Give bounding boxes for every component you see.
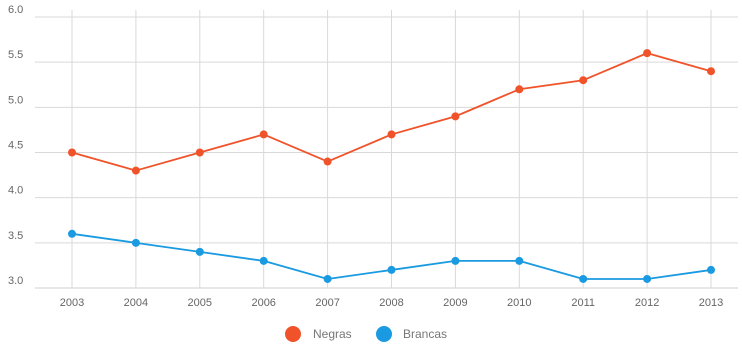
x-tick-label: 2004 — [124, 297, 148, 309]
grid-lines — [35, 10, 738, 289]
y-tick-label: 3.0 — [8, 275, 23, 287]
legend-label: Brancas — [403, 327, 447, 341]
y-tick-label: 6.0 — [8, 4, 23, 16]
data-point[interactable] — [451, 256, 460, 265]
legend-swatch — [376, 326, 392, 342]
x-tick-label: 2005 — [188, 297, 212, 309]
data-point[interactable] — [579, 76, 588, 85]
y-tick-label: 4.5 — [8, 140, 23, 152]
legend-item-negras[interactable]: Negras — [285, 326, 352, 342]
data-point[interactable] — [515, 85, 524, 94]
x-tick-label: 2013 — [699, 297, 723, 309]
data-point[interactable] — [323, 157, 332, 166]
data-point[interactable] — [707, 67, 715, 76]
data-point[interactable] — [131, 166, 140, 175]
data-point[interactable] — [451, 112, 460, 121]
x-axis-tick-labels: 2003 2004 2005 2006 2007 2008 2009 2010 2011 2012… — [60, 297, 723, 309]
data-point[interactable] — [195, 247, 204, 256]
legend: Negras Brancas — [285, 326, 447, 342]
legend-label: Negras — [313, 327, 352, 341]
data-point[interactable] — [259, 130, 268, 139]
data-point[interactable] — [643, 49, 652, 58]
y-tick-label: 5.0 — [8, 94, 23, 106]
data-point[interactable] — [515, 256, 524, 265]
x-tick-label: 2010 — [507, 297, 531, 309]
series-lines — [68, 49, 715, 283]
series-negras — [68, 49, 715, 175]
y-tick-label: 4.0 — [8, 185, 23, 197]
data-point[interactable] — [68, 148, 76, 157]
data-point[interactable] — [579, 274, 588, 283]
x-tick-label: 2009 — [443, 297, 467, 309]
series-brancas — [68, 229, 715, 283]
legend-item-brancas[interactable]: Brancas — [376, 326, 447, 342]
x-tick-label: 2011 — [571, 297, 595, 309]
x-tick-label: 2006 — [251, 297, 275, 309]
y-tick-label: 3.5 — [8, 230, 23, 242]
y-tick-label: 5.5 — [8, 49, 23, 61]
x-tick-label: 2008 — [379, 297, 403, 309]
y-axis-tick-labels: 3.0 3.5 4.0 4.5 5.0 5.5 6.0 — [8, 4, 23, 287]
data-point[interactable] — [387, 130, 396, 139]
data-point[interactable] — [323, 274, 332, 283]
x-tick-label: 2007 — [315, 297, 339, 309]
data-point[interactable] — [387, 265, 396, 274]
x-tick-label: 2012 — [635, 297, 659, 309]
data-point[interactable] — [195, 148, 204, 157]
legend-swatch — [285, 326, 301, 342]
data-point[interactable] — [643, 274, 652, 283]
x-tick-label: 2003 — [60, 297, 84, 309]
data-point[interactable] — [707, 265, 715, 274]
data-point[interactable] — [259, 256, 268, 265]
data-point[interactable] — [131, 238, 140, 247]
data-point[interactable] — [68, 229, 76, 238]
